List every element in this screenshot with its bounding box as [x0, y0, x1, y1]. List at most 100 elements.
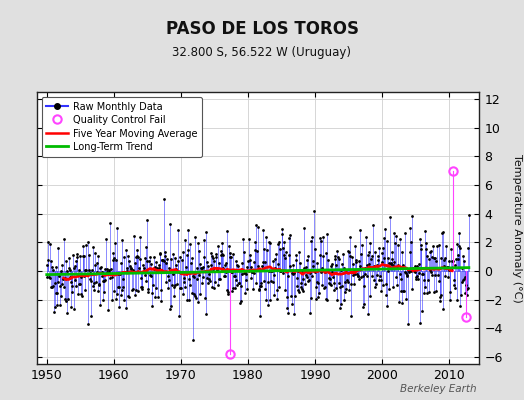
Point [181, 284, 189, 290]
Point [83, 238, 92, 245]
Point [443, 264, 451, 270]
Point [429, 242, 437, 249]
Point [405, 267, 413, 274]
Point [313, 260, 321, 266]
Point [383, 238, 391, 244]
Point [100, 288, 108, 295]
Point [50, 309, 58, 315]
Point [422, 240, 431, 247]
Point [259, 227, 267, 234]
Point [305, 277, 313, 283]
Point [392, 274, 400, 280]
Point [430, 255, 439, 261]
Point [358, 242, 366, 248]
Point [362, 262, 370, 268]
Point [400, 269, 409, 276]
Point [196, 291, 204, 298]
Point [133, 247, 141, 253]
Point [284, 272, 292, 279]
Point [365, 248, 374, 255]
Point [59, 284, 68, 290]
Point [184, 247, 192, 254]
Point [387, 260, 395, 267]
Point [205, 276, 214, 282]
Point [108, 297, 116, 303]
Point [407, 239, 415, 246]
Text: PASO DE LOS TOROS: PASO DE LOS TOROS [166, 20, 358, 38]
Point [369, 263, 378, 270]
Point [217, 251, 226, 257]
Point [200, 237, 209, 244]
Point [49, 267, 58, 274]
Point [318, 282, 326, 289]
Point [355, 258, 363, 264]
Point [213, 266, 221, 273]
Point [399, 288, 408, 294]
Point [417, 246, 425, 252]
Point [394, 261, 402, 268]
Point [454, 256, 462, 262]
Point [207, 262, 215, 268]
Point [216, 248, 225, 254]
Point [330, 287, 338, 294]
Point [289, 270, 298, 277]
Point [186, 282, 194, 288]
Point [220, 262, 228, 268]
Point [238, 259, 247, 266]
Point [122, 247, 130, 254]
Point [344, 279, 352, 285]
Point [237, 282, 245, 289]
Point [408, 285, 416, 292]
Point [166, 306, 174, 312]
Point [239, 236, 247, 242]
Point [319, 253, 328, 259]
Point [157, 297, 165, 304]
Point [389, 283, 398, 290]
Point [156, 250, 164, 257]
Point [446, 288, 455, 295]
Point [101, 276, 109, 283]
Point [172, 262, 180, 269]
Point [354, 273, 362, 279]
Point [138, 286, 146, 292]
Point [312, 296, 320, 303]
Point [113, 225, 121, 232]
Y-axis label: Temperature Anomaly (°C): Temperature Anomaly (°C) [512, 154, 522, 302]
Point [155, 265, 163, 272]
Point [416, 236, 424, 242]
Point [275, 239, 283, 245]
Point [444, 274, 452, 280]
Point [202, 311, 210, 317]
Point [125, 294, 133, 300]
Point [260, 278, 268, 284]
Point [94, 288, 102, 294]
Point [184, 297, 193, 304]
Point [80, 273, 88, 279]
Point [345, 287, 353, 294]
Point [65, 254, 73, 261]
Point [397, 276, 405, 283]
Point [136, 275, 145, 282]
Point [342, 286, 351, 292]
Point [303, 257, 311, 263]
Point [141, 272, 149, 279]
Point [94, 280, 103, 287]
Point [435, 294, 444, 300]
Point [88, 267, 96, 273]
Point [395, 236, 403, 242]
Point [138, 284, 147, 290]
Point [214, 282, 223, 288]
Point [78, 252, 86, 259]
Point [96, 265, 105, 272]
Point [162, 278, 171, 285]
Point [420, 277, 428, 284]
Point [343, 248, 352, 255]
Point [256, 313, 265, 319]
Point [282, 248, 290, 255]
Point [323, 231, 331, 237]
Point [85, 276, 94, 282]
Point [425, 289, 433, 295]
Point [263, 234, 271, 240]
Point [349, 261, 357, 267]
Point [379, 245, 387, 252]
